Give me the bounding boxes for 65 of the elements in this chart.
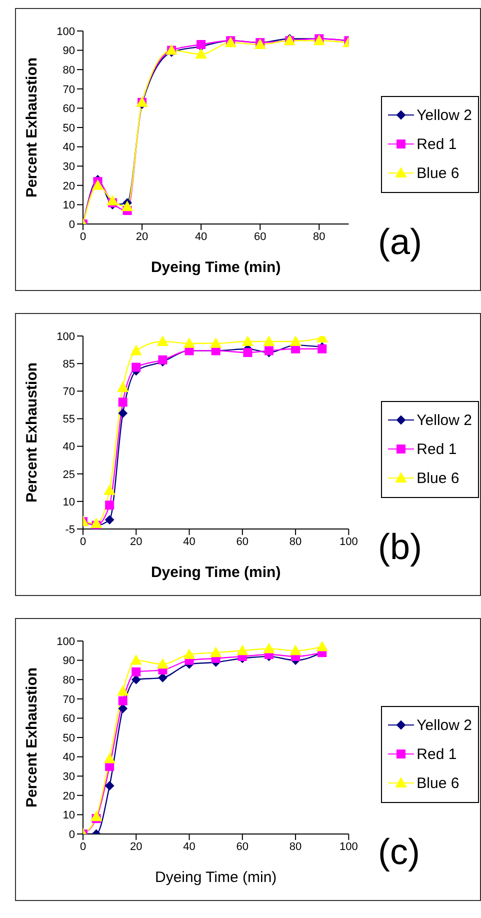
- y-tick-label: 30: [62, 161, 75, 174]
- y-tick-label: 80: [62, 64, 75, 77]
- y-tick-label: 55: [62, 414, 75, 426]
- y-tick-label: 60: [62, 713, 75, 726]
- x-tick-label: 0: [80, 536, 86, 548]
- legend-label: Yellow 2: [416, 716, 472, 734]
- y-axis-title: Percent Exhaustion: [23, 57, 40, 198]
- x-axis-title: Dyeing Time (min): [154, 869, 277, 886]
- y-tick-label: 10: [62, 496, 75, 508]
- legend-label: Blue 6: [416, 164, 460, 182]
- x-tick-label: 80: [289, 840, 302, 853]
- legend-label: Blue 6: [416, 470, 460, 486]
- y-tick-label: 100: [56, 636, 75, 648]
- y-tick-label: 50: [62, 732, 75, 744]
- x-tick-label: 40: [194, 230, 208, 243]
- x-tick-label: 100: [339, 840, 358, 853]
- x-tick-label: 60: [254, 230, 266, 243]
- x-tick-label: 80: [289, 536, 302, 548]
- y-tick-label: 100: [56, 26, 75, 38]
- y-tick-label: 10: [62, 810, 75, 822]
- x-tick-label: 20: [136, 230, 148, 243]
- y-tick-label: 50: [62, 122, 75, 134]
- y-tick-label: 85: [62, 358, 75, 370]
- y-tick-label: 70: [62, 84, 75, 96]
- y-tick-label: 20: [62, 790, 75, 802]
- y-tick-label: 40: [62, 752, 75, 764]
- y-tick-label: 20: [62, 180, 75, 192]
- y-tick-label: 100: [56, 330, 75, 343]
- x-tick-label: 0: [80, 230, 86, 243]
- y-tick-label: 70: [62, 694, 75, 706]
- y-tick-label: 25: [62, 468, 75, 481]
- legend-label: Red 1: [416, 440, 457, 458]
- y-tick-label: 80: [62, 674, 75, 687]
- y-tick-label: 90: [62, 45, 75, 58]
- text: (b): [378, 526, 422, 568]
- y-tick-label: 0: [68, 828, 75, 841]
- y-tick-label: 60: [62, 103, 75, 116]
- legend-label: Yellow 2: [416, 106, 472, 124]
- x-axis-title: Dyeing Time (min): [150, 259, 281, 276]
- y-tick-label: 70: [62, 386, 75, 398]
- y-tick-label: -5: [65, 524, 75, 536]
- y-axis-title: Percent Exhaustion: [23, 667, 40, 808]
- x-tick-label: 0: [80, 840, 86, 853]
- x-tick-label: 40: [183, 840, 196, 853]
- x-tick-label: 60: [236, 536, 249, 548]
- legend-label: Yellow 2: [416, 412, 472, 428]
- text: (a): [378, 221, 422, 263]
- y-tick-label: 40: [62, 441, 75, 454]
- x-tick-label: 20: [130, 840, 142, 853]
- x-axis-title: Dyeing Time (min): [150, 564, 281, 581]
- legend-label: Red 1: [416, 746, 457, 762]
- x-tick-label: 100: [339, 536, 358, 548]
- y-axis-title: Percent Exhaustion: [23, 362, 40, 503]
- legend-label: Blue 6: [416, 774, 460, 792]
- x-tick-label: 20: [130, 536, 142, 548]
- x-tick-label: 40: [183, 536, 196, 548]
- text: (c): [378, 831, 420, 873]
- x-tick-label: 60: [236, 840, 249, 853]
- y-tick-label: 40: [62, 142, 75, 154]
- y-tick-label: 90: [62, 655, 75, 668]
- y-tick-label: 0: [68, 218, 75, 231]
- y-tick-label: 30: [62, 771, 75, 784]
- legend-label: Red 1: [416, 136, 457, 152]
- x-tick-label: 80: [313, 230, 326, 243]
- y-tick-label: 10: [62, 200, 75, 212]
